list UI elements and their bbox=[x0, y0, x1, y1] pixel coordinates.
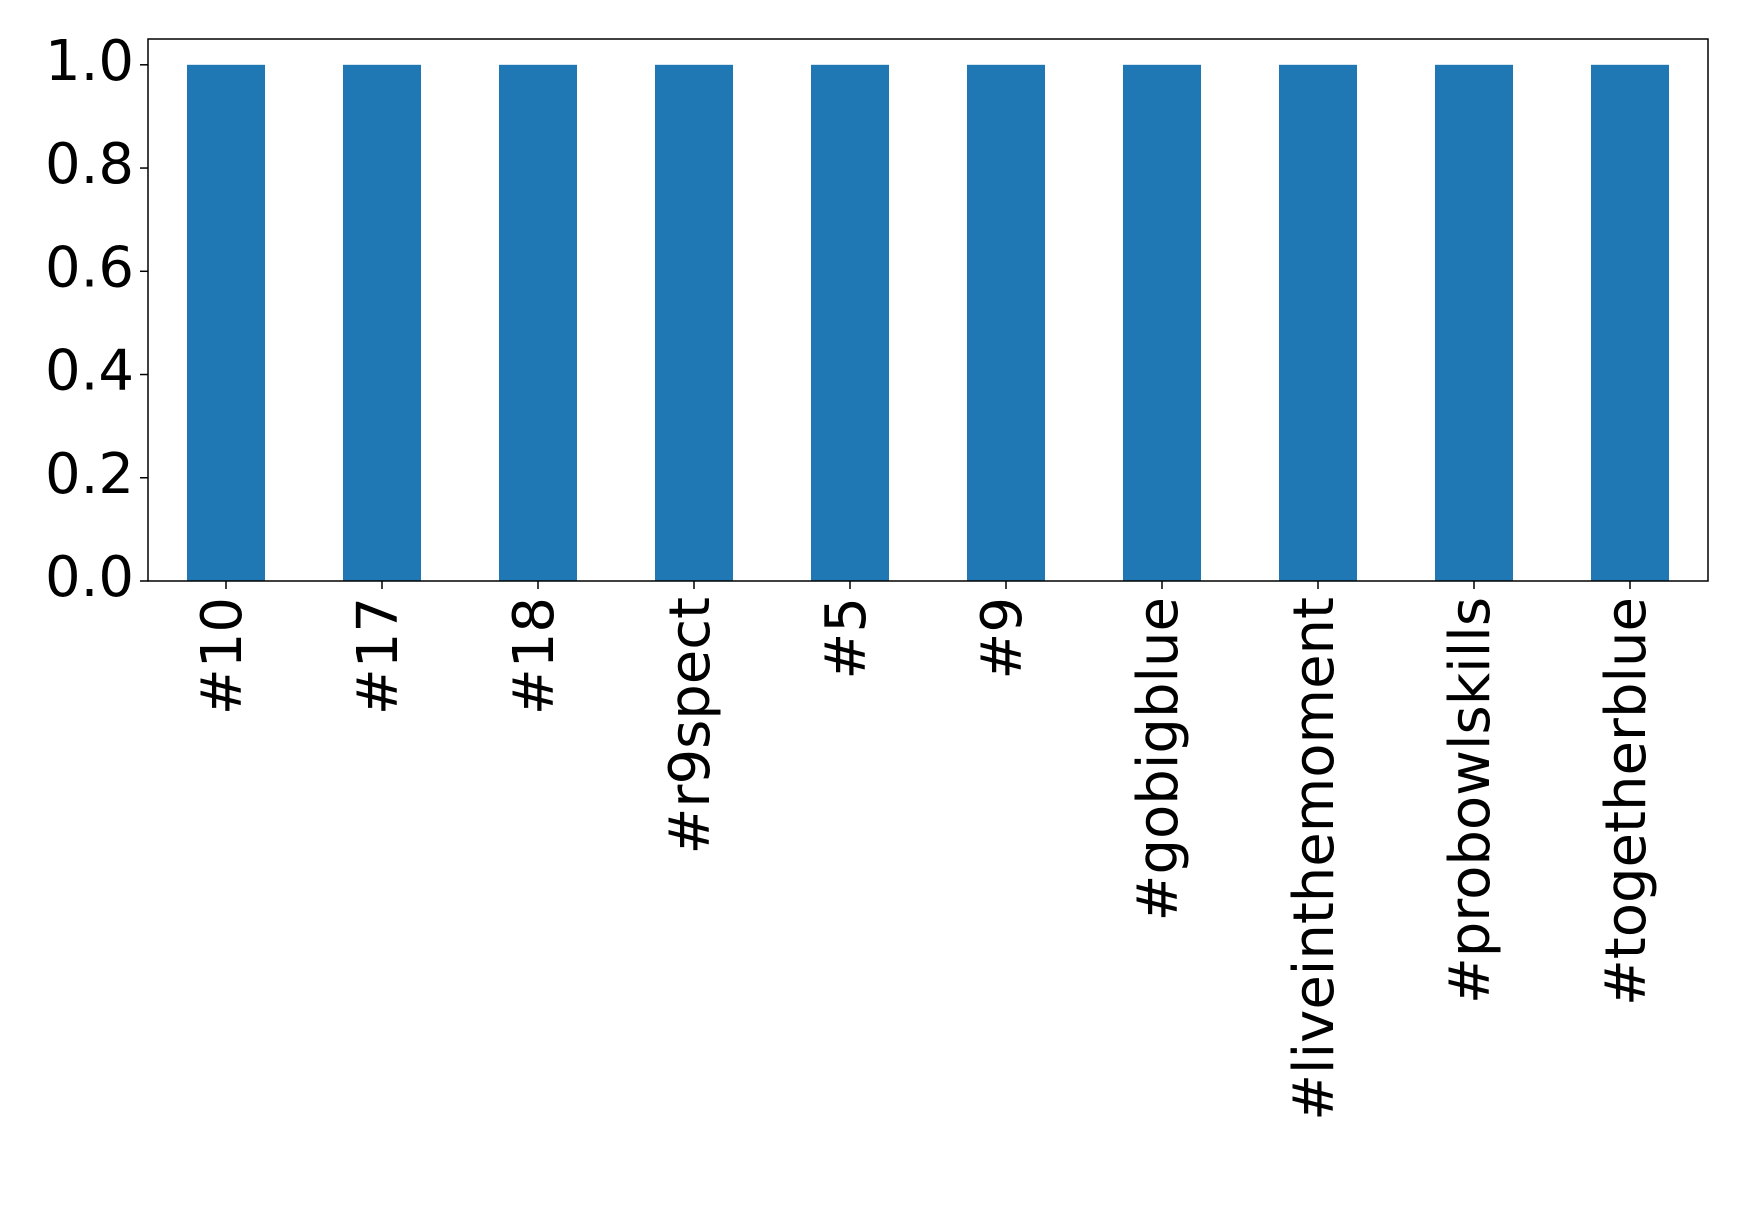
bar bbox=[967, 64, 1045, 582]
bar bbox=[343, 64, 421, 582]
x-tick-label: #18 bbox=[502, 597, 567, 715]
bar bbox=[1435, 64, 1513, 582]
bar bbox=[1123, 64, 1201, 582]
bar bbox=[1591, 64, 1669, 582]
x-tick-label: #togetherblue bbox=[1594, 597, 1659, 1006]
y-tick-label: 0.8 bbox=[45, 132, 134, 197]
x-tick-label: #17 bbox=[346, 597, 411, 715]
bar bbox=[655, 64, 733, 582]
y-tick-label: 0.6 bbox=[45, 235, 134, 300]
x-tick-label: #5 bbox=[814, 597, 879, 680]
bar bbox=[187, 64, 265, 582]
y-tick-label: 0.0 bbox=[45, 545, 134, 610]
x-tick-label: #10 bbox=[190, 597, 255, 715]
bar bbox=[499, 64, 577, 582]
y-tick-label: 1.0 bbox=[45, 29, 134, 94]
y-tick-label: 0.2 bbox=[45, 442, 134, 507]
x-tick-label: #gobigblue bbox=[1126, 597, 1191, 921]
x-tick-label: #r9spect bbox=[658, 597, 723, 855]
x-tick-label: #probowlskills bbox=[1438, 597, 1503, 1004]
bar bbox=[1279, 64, 1357, 582]
axes-frame bbox=[147, 38, 1709, 582]
y-tick-label: 0.4 bbox=[45, 339, 134, 404]
x-tick-label: #9 bbox=[970, 597, 1035, 680]
x-tick-label: #liveinthemoment bbox=[1282, 597, 1347, 1121]
bar bbox=[811, 64, 889, 582]
